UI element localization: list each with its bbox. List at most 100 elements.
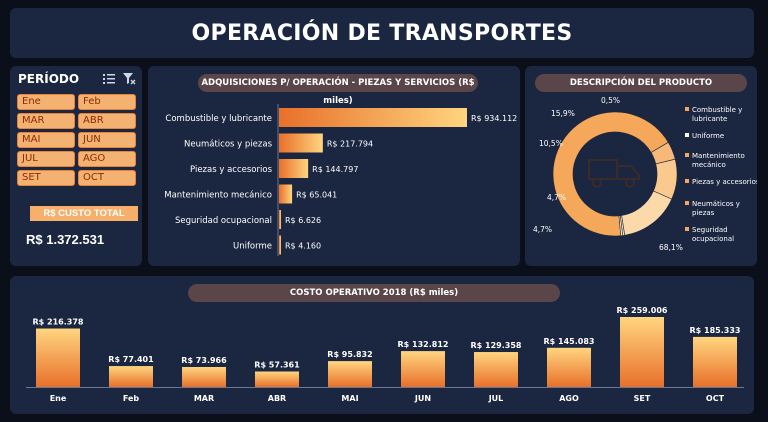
cost-category-label: JUN xyxy=(414,394,431,403)
legend-label: Uniforme xyxy=(692,132,724,140)
donut-percent-label: 0,5% xyxy=(601,96,620,105)
cost-bar xyxy=(620,317,664,387)
cost-category-label: ABR xyxy=(268,394,286,403)
truck-icon xyxy=(588,159,640,188)
acquisitions-value-label: R$ 217.794 xyxy=(327,140,373,149)
cost-bar xyxy=(328,361,372,387)
operating-cost-chart: R$ 216.378 Ene R$ 77.401 Feb R$ 73.966 MAR R$ … xyxy=(26,306,744,403)
cost-category-label: SET xyxy=(634,394,651,403)
month-button-ene[interactable]: Ene xyxy=(17,94,75,110)
operating-cost-chart-panel: COSTO OPERATIVO 2018 (R$ miles) R$ 216.3… xyxy=(10,276,754,414)
cost-value-label: R$ 185.333 xyxy=(690,326,741,335)
month-button-feb[interactable]: Feb xyxy=(78,94,136,110)
legend-label: Combustible y xyxy=(692,106,742,114)
cost-bar xyxy=(182,367,226,387)
cost-category-label: MAR xyxy=(194,394,214,403)
legend-label: Piezas y accesorios xyxy=(692,178,757,186)
operating-cost-chart-title: COSTO OPERATIVO 2018 (R$ miles) xyxy=(188,284,560,302)
cost-category-label: JUL xyxy=(488,394,504,403)
month-button-abr[interactable]: ABR xyxy=(78,113,136,129)
cost-bar xyxy=(401,351,445,387)
legend-marker xyxy=(685,153,689,157)
cost-value-label: R$ 77.401 xyxy=(108,355,154,364)
product-donut-chart: 0,5% 15,9% 10,5% 4,7% 4,7% 68,1% Combustible y… xyxy=(533,96,757,252)
cost-category-label: MAI xyxy=(341,394,358,403)
acquisitions-bar xyxy=(279,210,281,229)
cost-bar xyxy=(474,352,518,387)
acquisitions-bar xyxy=(279,133,323,153)
cost-bar xyxy=(547,347,591,387)
legend-marker xyxy=(685,201,689,205)
cost-category-label: AGO xyxy=(559,394,579,403)
month-button-set[interactable]: SET xyxy=(17,170,75,186)
cost-bar xyxy=(36,328,80,387)
period-title: PERÍODO xyxy=(18,72,80,86)
cost-value-label: R$ 132.812 xyxy=(398,340,449,349)
legend-marker xyxy=(685,133,689,137)
acquisitions-chart: Combustible y lubricante R$ 934.112 Neumát… xyxy=(164,104,517,256)
legend-label: Neumáticos y xyxy=(692,200,740,208)
acquisitions-category-label: Seguridad ocupacional xyxy=(175,216,272,226)
acquisitions-bar xyxy=(279,159,309,178)
product-chart-panel: DESCRIPCIÓN DEL PRODUCTO 0,5% 15,9% 10,5% 4… xyxy=(525,66,757,266)
legend-label: Mantenimiento xyxy=(692,152,745,160)
legend-marker xyxy=(685,179,689,183)
title-bar: OPERACIÓN DE TRANSPORTES xyxy=(10,8,754,58)
total-cost-label: R$ CUSTO TOTAL xyxy=(30,206,138,221)
cost-value-label: R$ 57.361 xyxy=(254,360,300,369)
cost-bar xyxy=(109,366,153,387)
product-chart-title: DESCRIPCIÓN DEL PRODUCTO xyxy=(535,74,747,92)
total-cost-value: R$ 1.372.531 xyxy=(26,232,105,247)
legend-label: Seguridad xyxy=(692,226,728,234)
donut-percent-label: 68,1% xyxy=(659,243,683,252)
cost-value-label: R$ 145.083 xyxy=(544,337,595,346)
cost-value-label: R$ 216.378 xyxy=(33,318,84,327)
legend-marker xyxy=(685,107,689,111)
page-title: OPERACIÓN DE TRANSPORTES xyxy=(191,20,573,46)
month-button-mai[interactable]: MAI xyxy=(17,132,75,148)
cost-category-label: OCT xyxy=(706,394,725,403)
donut-percent-label: 15,9% xyxy=(551,109,575,118)
cost-bar xyxy=(255,371,299,387)
legend-label: mecánico xyxy=(692,161,726,169)
multi-select-icon[interactable] xyxy=(102,72,116,85)
period-slicer: PERÍODO Ene Feb MAR ABR MAI JUN JUL AGO SET OCT R… xyxy=(10,66,142,266)
cost-bar xyxy=(693,336,737,387)
donut-slice xyxy=(618,215,624,237)
acquisitions-value-label: R$ 144.797 xyxy=(312,165,358,174)
legend-label: ocupacional xyxy=(692,235,734,243)
acquisitions-value-label: R$ 65.041 xyxy=(296,191,337,200)
donut-percent-label: 4,7% xyxy=(533,225,552,234)
donut-percent-label: 10,5% xyxy=(539,139,563,148)
legend-label: lubricante xyxy=(692,115,727,123)
clear-filter-icon[interactable] xyxy=(122,72,136,85)
donut-percent-label: 4,7% xyxy=(547,193,566,202)
acquisitions-chart-title: ADQUISICIONES P/ OPERACIÓN - PIEZAS Y SE… xyxy=(198,74,478,106)
month-button-ago[interactable]: AGO xyxy=(78,151,136,167)
acquisitions-category-label: Neumáticos y piezas xyxy=(184,140,273,150)
acquisitions-bar xyxy=(279,235,281,255)
cost-value-label: R$ 129.358 xyxy=(471,341,522,350)
acquisitions-bar xyxy=(279,108,467,127)
legend-label: piezas xyxy=(692,209,715,217)
acquisitions-value-label: R$ 6.626 xyxy=(285,216,321,225)
month-button-mar[interactable]: MAR xyxy=(17,113,75,129)
cost-category-label: Ene xyxy=(50,394,67,403)
cost-category-label: Feb xyxy=(123,394,140,403)
month-button-oct[interactable]: OCT xyxy=(78,170,136,186)
cost-value-label: R$ 95.832 xyxy=(327,350,372,359)
acquisitions-category-label: Uniforme xyxy=(233,242,272,252)
month-list: Ene Feb MAR ABR MAI JUN JUL AGO SET OCT xyxy=(17,94,136,186)
month-button-jul[interactable]: JUL xyxy=(17,151,75,167)
donut-slice xyxy=(552,111,669,237)
acquisitions-category-label: Piezas y accesorios xyxy=(190,165,273,175)
acquisitions-value-label: R$ 934.112 xyxy=(471,114,517,123)
month-button-jun[interactable]: JUN xyxy=(78,132,136,148)
acquisitions-category-label: Mantenimiento mecánico xyxy=(164,191,272,201)
acquisitions-chart-panel: ADQUISICIONES P/ OPERACIÓN - PIEZAS Y SE… xyxy=(148,66,520,266)
cost-value-label: R$ 259.006 xyxy=(617,306,668,315)
legend-marker xyxy=(685,227,689,231)
acquisitions-category-label: Combustible y lubricante xyxy=(165,114,272,124)
acquisitions-bar xyxy=(279,184,293,204)
acquisitions-value-label: R$ 4.160 xyxy=(285,242,321,251)
